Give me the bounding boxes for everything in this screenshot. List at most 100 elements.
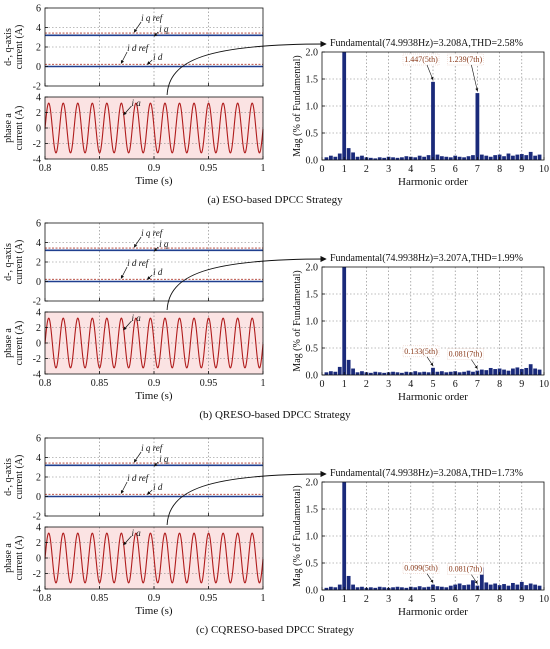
- connector-arrow: [166, 470, 327, 526]
- fft-ytick-label: 0.5: [306, 344, 319, 355]
- fft-annotation-box: [402, 53, 440, 66]
- fft-bar: [400, 157, 404, 160]
- fft-xtick-label: 1: [342, 164, 347, 175]
- phase-xtick-label: 0.8: [39, 163, 52, 174]
- fft-bar: [484, 370, 489, 375]
- phase-ytick-label: -2: [33, 139, 41, 150]
- fft-bar: [462, 371, 466, 375]
- fft-bar: [404, 156, 409, 160]
- iq-ref-symbol: i q ref: [141, 13, 164, 23]
- fft-xtick-label: 8: [497, 164, 502, 175]
- fft-xtick-label: 2: [364, 164, 369, 175]
- fft-xlabel: Harmonic order: [398, 391, 468, 403]
- dq-ytick-label: 2: [36, 473, 41, 484]
- fft-bar: [444, 156, 449, 160]
- fft-bar: [417, 586, 422, 590]
- fft-ytick-label: 1.5: [306, 290, 319, 301]
- fft-bar: [373, 158, 378, 160]
- phase-xtick-label: 0.9: [148, 163, 161, 174]
- fft-ytick-label: 1.5: [306, 75, 319, 86]
- fft-annotation-label: 1.447(5th): [404, 55, 438, 64]
- phase-xtick-label: 0.85: [91, 593, 109, 604]
- fft-bar: [493, 583, 498, 590]
- fft-bar: [351, 152, 355, 160]
- fft-bar: [368, 372, 373, 375]
- fft-xtick-label: 9: [519, 164, 524, 175]
- fft-xtick-label: 0: [320, 164, 325, 175]
- fft-bar: [448, 585, 453, 590]
- fft-bar: [355, 372, 360, 375]
- fft-bar: [515, 154, 520, 160]
- fft-bar: [524, 367, 529, 375]
- fft-bar: [457, 583, 462, 590]
- fft-ylabel: Mag (% of Fundamental): [292, 485, 303, 586]
- fft-xtick-label: 4: [408, 379, 413, 390]
- dq-ylabel-line2: current (A): [14, 240, 25, 285]
- dq-ytick-label: -2: [33, 297, 41, 308]
- fft-bar: [342, 52, 347, 160]
- phase-xtick-label: 1: [261, 163, 266, 174]
- fft-ytick-label: 1.0: [306, 102, 319, 113]
- fft-bar: [497, 368, 502, 375]
- fft-xtick-label: 1: [342, 379, 347, 390]
- iq-pointer: [153, 31, 159, 37]
- fft-bar: [368, 157, 373, 160]
- fft-bar: [368, 587, 373, 590]
- fft-bar: [537, 154, 542, 160]
- fft-bar: [391, 157, 395, 160]
- fft-xtick-label: 4: [408, 164, 413, 175]
- fft-bar: [404, 587, 409, 590]
- time-xlabel: Time (s): [135, 175, 173, 187]
- fft-bar: [502, 369, 506, 375]
- fft-annotation-pointer: [471, 574, 478, 584]
- phase-ylabel: phase a current (A): [3, 106, 25, 151]
- fft-bar: [502, 584, 506, 590]
- phase-ylabel-line1: phase a: [3, 543, 14, 573]
- fft-bar: [395, 586, 400, 590]
- time-xlabel: Time (s): [135, 605, 173, 617]
- fft-bar: [502, 156, 506, 160]
- ia-symbol: i a: [131, 98, 141, 108]
- phase-current-chart: -4 -2 0 2 4 0.8 0.85 0.9 0.95 1 i a phase a current …: [3, 308, 266, 403]
- fft-bar: [355, 156, 360, 160]
- fft-bar: [422, 587, 427, 590]
- fft-bar: [400, 587, 404, 590]
- connector-arrow: [166, 40, 327, 96]
- fft-bar: [373, 371, 378, 375]
- phase-ylabel: phase a current (A): [3, 321, 25, 366]
- fft-fundamental-text: Fundamental(74.9938Hz)=3.208A,THD=1.73%: [330, 468, 523, 479]
- fft-xtick-label: 0: [320, 594, 325, 605]
- fft-bar: [333, 587, 338, 590]
- fft-bar: [528, 583, 533, 590]
- fft-bar: [519, 581, 524, 590]
- fft-bar: [346, 359, 351, 375]
- phase-xtick-label: 0.95: [200, 378, 218, 389]
- fft-ylabel-text: Mag (% of Fundamental): [292, 55, 303, 156]
- dq-ylabel-line1: d-, q-axis: [3, 458, 14, 496]
- fft-bar: [360, 371, 364, 375]
- fft-bar: [493, 155, 498, 160]
- fft-annotation-box: [402, 562, 440, 574]
- fft-xtick-label: 6: [453, 594, 458, 605]
- phase-current-waveform: [44, 532, 264, 584]
- fft-bar: [524, 585, 529, 590]
- fft-bar: [439, 586, 444, 590]
- fft-bar: [351, 368, 355, 375]
- iq-ref-symbol: i q ref: [141, 228, 164, 238]
- phase-ylabel: phase a current (A): [3, 536, 25, 581]
- fft-xtick-label: 3: [386, 379, 391, 390]
- phase-ylabel-line2: current (A): [14, 536, 25, 581]
- id-symbol: i d: [153, 267, 163, 277]
- fft-ytick-label: 0.0: [306, 156, 319, 167]
- fft-bar: [506, 370, 511, 375]
- fft-bar: [533, 584, 538, 590]
- iq-symbol: i q: [159, 454, 169, 464]
- fft-xtick-label: 10: [539, 594, 549, 605]
- fft-bar: [439, 156, 444, 160]
- fft-bar: [400, 372, 404, 375]
